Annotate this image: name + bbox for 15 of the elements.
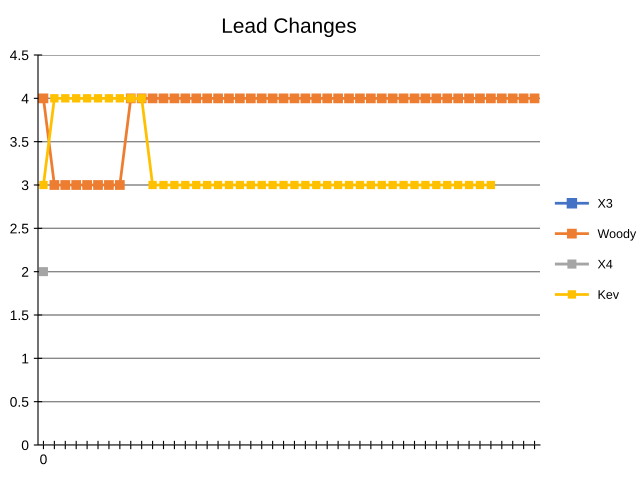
y-tick-label: 0 xyxy=(22,440,28,450)
legend-label: X4 xyxy=(598,260,612,268)
legend-label: X3 xyxy=(598,198,612,208)
y-tick-label: 3.5 xyxy=(10,137,28,147)
y-tick-label: 1 xyxy=(22,354,28,364)
chart-title: Lead Changes xyxy=(222,18,356,38)
legend-label: Kev xyxy=(598,290,620,299)
y-tick-label: 4.5 xyxy=(10,50,28,60)
y-tick-label: 3 xyxy=(22,180,28,190)
y-tick-label: 1.5 xyxy=(10,310,28,320)
legend-label: Woody xyxy=(598,228,636,241)
y-tick-label: 2.5 xyxy=(10,224,28,234)
y-tick-label: 4 xyxy=(22,94,29,104)
y-tick-label: 2 xyxy=(22,267,28,277)
y-tick-label: 0.5 xyxy=(10,397,28,407)
